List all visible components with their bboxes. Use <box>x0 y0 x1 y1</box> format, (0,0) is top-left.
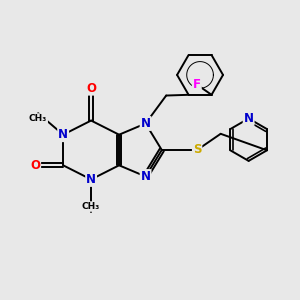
Text: O: O <box>86 82 96 95</box>
Text: CH₃: CH₃ <box>82 202 100 211</box>
Text: N: N <box>58 128 68 141</box>
Text: N: N <box>244 112 254 125</box>
Text: O: O <box>30 159 40 172</box>
Text: N: N <box>141 170 151 183</box>
Text: N: N <box>86 173 96 186</box>
Text: CH₃: CH₃ <box>29 114 47 123</box>
Text: F: F <box>193 78 201 91</box>
Text: N: N <box>141 117 151 130</box>
Text: S: S <box>193 143 201 157</box>
